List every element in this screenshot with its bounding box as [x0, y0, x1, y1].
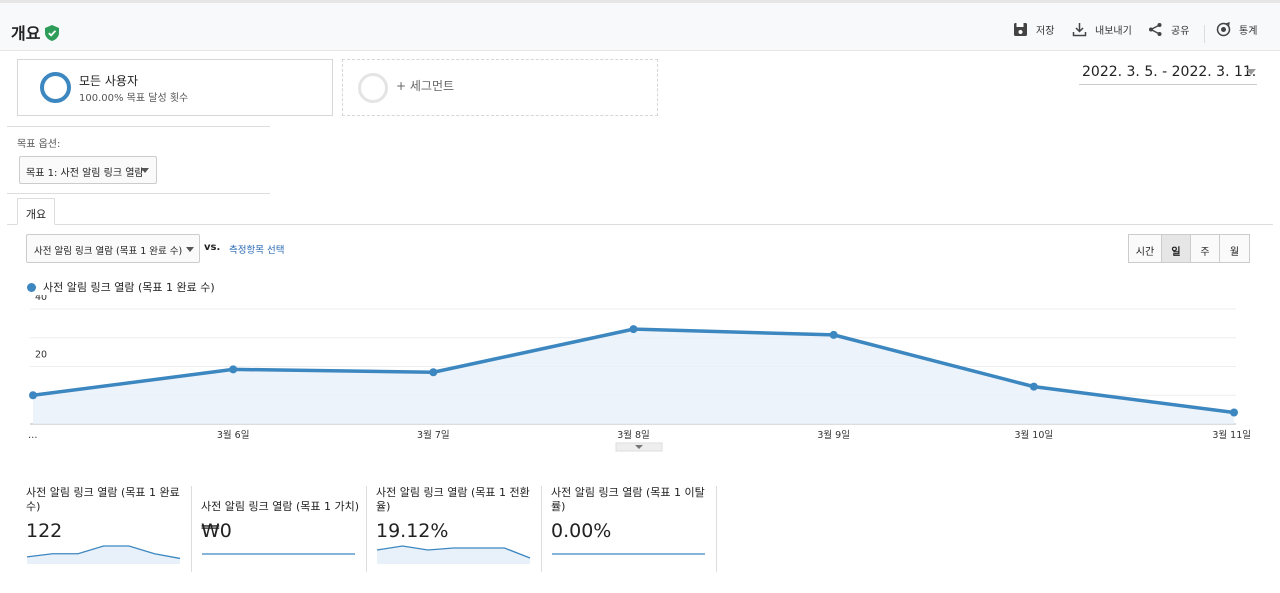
y-tick-label: 40: [35, 295, 47, 303]
metric-select-dropdown[interactable]: 사전 알림 링크 열람 (목표 1 완료 수): [26, 234, 200, 263]
goal-completions-chart: … 3월 6일 3월 7일 3월 8일 3월 9일 3월 10일 3월 11일 40 20: [28, 295, 1251, 452]
legend-color-dot: [27, 282, 36, 292]
scorecard-title: 사전 알림 링크 열람 (목표 1 이탈률): [551, 486, 705, 513]
scorecard-value: ₩0: [201, 520, 232, 542]
scorecard-title: 사전 알림 링크 열람 (목표 1 완료 수): [26, 486, 180, 513]
share-icon: [1149, 23, 1162, 36]
goal-option-label: 목표 옵션:: [17, 139, 61, 150]
scorecard-abandon-rate[interactable]: 사전 알림 링크 열람 (목표 1 이탈률) 0.00%: [542, 484, 717, 572]
report-header: 개요 저장 내보내기 공유 통계: [0, 3, 1280, 51]
scorecard-goal-value[interactable]: 사전 알림 링크 열람 (목표 1 가치) ₩0: [192, 484, 367, 572]
legend-series-label: 사전 알림 링크 열람 (목표 1 완료 수): [43, 281, 215, 294]
scorecard-divider: [366, 486, 367, 572]
header-divider: [1204, 25, 1205, 43]
scorecard-sparkline: [376, 545, 531, 564]
chart-points: [29, 325, 1238, 417]
period-toggle-group: 시간 일 주 월: [1128, 234, 1250, 263]
x-tick-label: 3월 7일: [417, 429, 450, 441]
date-range-text: 2022. 3. 5. - 2022. 3. 11.: [1082, 64, 1257, 80]
save-label: 저장: [1036, 26, 1055, 37]
period-day-button[interactable]: 일: [1161, 234, 1191, 263]
scorecard-title: 사전 알림 링크 열람 (목표 1 전환율): [376, 486, 530, 513]
x-tick-label: 3월 11일: [1212, 429, 1251, 441]
y-tick-label: 20: [35, 350, 47, 361]
scorecard-title: 사전 알림 링크 열람 (목표 1 가치): [201, 500, 360, 513]
chevron-down-icon: [1246, 69, 1256, 75]
verified-shield-icon: [45, 25, 59, 41]
select-metric-link[interactable]: 측정항목 선택: [229, 245, 285, 256]
insights-label: 통계: [1239, 26, 1258, 37]
export-button[interactable]: 내보내기: [1072, 22, 1132, 37]
share-button[interactable]: 공유: [1148, 22, 1189, 37]
versus-label: vs.: [204, 242, 221, 253]
date-range-picker[interactable]: 2022. 3. 5. - 2022. 3. 11.: [1079, 61, 1257, 85]
chart-x-axis-labels: … 3월 6일 3월 7일 3월 8일 3월 9일 3월 10일 3월 11일: [28, 429, 1251, 441]
x-tick-label: 3월 10일: [1015, 429, 1054, 441]
dropdown-caret-icon: [141, 168, 149, 173]
insights-button[interactable]: 통계: [1216, 22, 1257, 37]
chart-point[interactable]: [629, 325, 638, 334]
x-tick-label: 3월 9일: [817, 429, 850, 441]
tab-overview[interactable]: 개요: [17, 198, 55, 225]
sparkline-fill: [27, 546, 180, 564]
scorecard-value: 122: [26, 520, 63, 542]
chart-point[interactable]: [1029, 382, 1038, 391]
export-label: 내보내기: [1095, 26, 1132, 37]
tab-divider: [7, 224, 1273, 225]
dropdown-caret-icon: [186, 247, 194, 252]
chart-point[interactable]: [829, 330, 838, 339]
scorecard-divider: [716, 486, 717, 572]
tab-overview-label: 개요: [25, 208, 47, 221]
chart-point[interactable]: [229, 365, 238, 374]
period-month-button[interactable]: 월: [1219, 234, 1250, 263]
top-border: [0, 0, 1280, 3]
scorecard-sparkline: [26, 545, 181, 564]
segment-name: 모든 사용자: [79, 74, 139, 88]
sparkline-line: [376, 545, 531, 559]
add-segment-label: + 세그먼트: [396, 79, 455, 93]
scorecard-divider: [191, 486, 192, 572]
chart-legend: 사전 알림 링크 열람 (목표 1 완료 수): [27, 279, 215, 295]
chart-area-fill: [33, 329, 1234, 424]
goal-select-dropdown[interactable]: 목표 1: 사전 알림 링크 열람: [19, 156, 157, 184]
metric-select-value: 사전 알림 링크 열람 (목표 1 완료 수): [34, 246, 183, 257]
sparkline-line: [26, 545, 181, 560]
scorecard-sparkline: [202, 553, 355, 555]
scorecard-value: 19.12%: [376, 520, 449, 542]
insights-icon: [1216, 22, 1231, 37]
scorecard-conversion-rate[interactable]: 사전 알림 링크 열람 (목표 1 전환율) 19.12%: [367, 484, 542, 572]
x-tick-label: 3월 8일: [617, 429, 650, 441]
x-tick-label: …: [28, 430, 38, 441]
share-label: 공유: [1171, 26, 1190, 37]
chart-point[interactable]: [429, 368, 438, 377]
segment-subtitle: 100.00% 목표 달성 횟수: [79, 93, 189, 104]
x-tick-label: 3월 6일: [217, 429, 250, 441]
goal-option-panel: 목표 옵션: 목표 1: 사전 알림 링크 열람: [7, 126, 270, 194]
page-title: 개요: [11, 24, 41, 43]
segment-ring-icon: [40, 72, 71, 103]
segment-card-all-users[interactable]: 모든 사용자 100.00% 목표 달성 횟수: [17, 59, 333, 116]
goal-select-value: 목표 1: 사전 알림 링크 열람: [26, 168, 144, 179]
chart-collapse-handle[interactable]: [615, 442, 663, 452]
empty-segment-ring-icon: [358, 73, 388, 103]
chevron-down-icon: [635, 445, 643, 449]
scorecard-divider: [541, 486, 542, 572]
period-week-button[interactable]: 주: [1190, 234, 1220, 263]
chart-point[interactable]: [1230, 408, 1238, 417]
scorecard-sparkline: [552, 553, 705, 555]
download-icon: [1072, 23, 1087, 37]
scorecard-completions[interactable]: 사전 알림 링크 열람 (목표 1 완료 수) 122: [17, 484, 192, 572]
add-segment-button[interactable]: + 세그먼트: [342, 59, 658, 116]
period-hour-button[interactable]: 시간: [1128, 234, 1162, 263]
chart-y-axis-labels: 40 20: [35, 295, 47, 361]
chart-point[interactable]: [29, 391, 37, 400]
save-button[interactable]: 저장: [1013, 22, 1054, 37]
scorecard-value: 0.00%: [551, 520, 612, 542]
save-icon: [1014, 23, 1027, 36]
sparkline-fill: [377, 546, 530, 564]
